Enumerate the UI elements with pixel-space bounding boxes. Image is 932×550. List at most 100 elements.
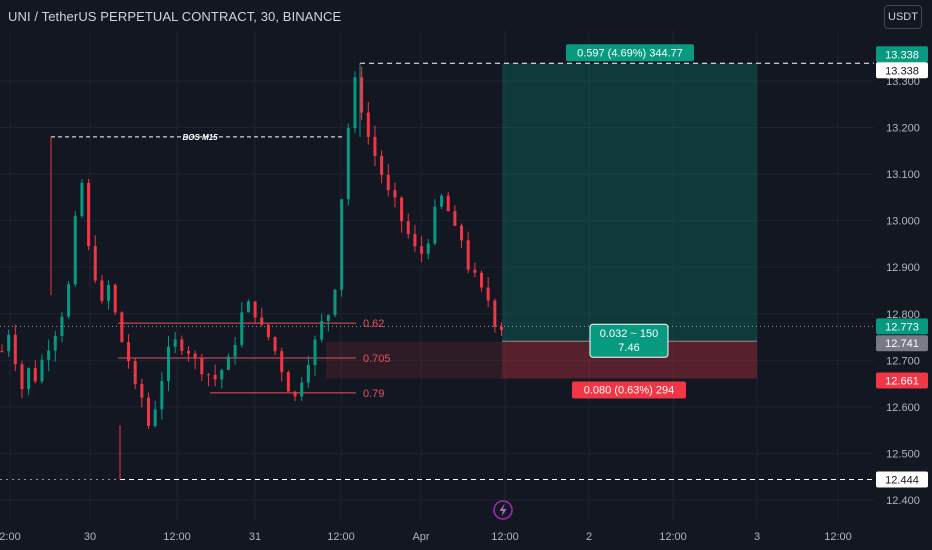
- candle-body: [500, 326, 503, 331]
- stop-badge-text: 0.080 (0.63%) 294: [584, 384, 675, 396]
- time-tick-label: 3: [754, 531, 760, 543]
- stop-badge: [572, 381, 686, 399]
- candle-body: [67, 284, 71, 317]
- price-tick-label: 13.200: [886, 123, 920, 135]
- currency-button[interactable]: USDT: [884, 5, 922, 29]
- candle-body: [333, 289, 337, 316]
- candle-body: [493, 300, 497, 327]
- candle-body: [133, 361, 137, 385]
- entry-price-badge-text: 12.741: [885, 338, 919, 350]
- candle-body: [473, 269, 477, 273]
- candle-body: [87, 182, 91, 247]
- candle-body: [480, 272, 484, 288]
- stop-price-badge-text: 12.661: [885, 375, 919, 387]
- price-tick-label: 12.700: [886, 355, 920, 367]
- time-tick-label: 12:00: [824, 531, 852, 543]
- time-axis-panel: [0, 520, 932, 550]
- candle-body: [213, 374, 217, 380]
- candle-body: [360, 77, 364, 113]
- candle-body: [226, 356, 230, 370]
- current-price-badge-text: 12.773: [885, 321, 919, 333]
- lightning-icon-ring: [493, 500, 513, 520]
- target-badge: [566, 44, 694, 62]
- candle-body: [466, 240, 470, 270]
- candle-body: [127, 342, 131, 362]
- price-axis-panel: [874, 30, 932, 520]
- candle-body: [426, 243, 430, 254]
- swing-high-price-badge: [876, 62, 928, 79]
- time-axis: 2:00 30 12:00 31 12:00 Apr 12:00 2 12:00 3 12:00: [0, 531, 852, 543]
- time-tick-label: 12:00: [491, 531, 519, 543]
- replay-lightning-icon[interactable]: [493, 500, 513, 520]
- candle-body: [73, 216, 77, 285]
- candle-body: [107, 284, 111, 301]
- price-tick-label: 13.000: [886, 216, 920, 228]
- grid-lines: [0, 30, 874, 520]
- candle-body: [0, 351, 4, 353]
- candle-body: [446, 195, 450, 212]
- candle-body: [346, 128, 350, 200]
- entry-price-badge: [876, 335, 928, 352]
- lightning-icon-bolt: [499, 503, 507, 517]
- target-badge-text: 0.597 (4.69%) 344.77: [577, 47, 683, 59]
- time-tick-label: 2: [586, 531, 592, 543]
- candle-body: [100, 280, 104, 301]
- fib-label: 0.62: [363, 318, 384, 330]
- candle-body: [393, 190, 397, 198]
- candle-body: [313, 339, 317, 365]
- swing-low-price-badge-text: 12.444: [885, 475, 919, 487]
- candle-body: [200, 358, 204, 375]
- price-axis: 12.400 12.500 12.600 12.700 12.800 12.900 13.0…: [886, 76, 920, 507]
- candle-body: [380, 155, 384, 175]
- pnl-line-2: 7.46: [618, 342, 639, 354]
- pnl-badge: [589, 323, 669, 358]
- candle-body: [206, 374, 210, 376]
- candle-body: [80, 182, 84, 217]
- time-tick-label: 12:00: [327, 531, 355, 543]
- candle-body: [486, 287, 490, 301]
- candle-body: [180, 339, 184, 351]
- candle-body: [266, 324, 270, 338]
- price-tick-label: 12.400: [886, 495, 920, 507]
- current-price-badge: [876, 318, 928, 335]
- candle-body: [193, 353, 197, 359]
- candles: [0, 63, 503, 480]
- candle-body: [280, 351, 284, 373]
- candle-body: [246, 301, 250, 313]
- target-price-badge-text: 13.338: [885, 49, 919, 61]
- time-tick-label: 30: [84, 531, 96, 543]
- candle-body: [40, 359, 44, 382]
- candle-body: [353, 77, 357, 129]
- price-tick-label: 12.800: [886, 309, 920, 321]
- candle-body: [186, 350, 190, 354]
- candle-body: [326, 315, 330, 322]
- candle-body: [306, 364, 310, 383]
- candle-body: [273, 337, 277, 352]
- candle-body: [120, 312, 124, 343]
- candle-body: [167, 346, 170, 382]
- candle-body: [33, 368, 37, 382]
- candle-body: [433, 206, 437, 244]
- candle-body: [366, 112, 370, 137]
- target-price-badge: [876, 46, 928, 63]
- time-tick-label: Apr: [412, 531, 429, 543]
- price-tick-label: 13.300: [886, 76, 920, 88]
- price-tick-label: 12.500: [886, 448, 920, 460]
- fib-label: 0.705: [363, 353, 391, 365]
- profit-zone: [502, 63, 757, 342]
- fib-label: 0.79: [363, 388, 384, 400]
- candle-body: [286, 372, 290, 392]
- symbol-title: UNI / TetherUS PERPETUAL CONTRACT, 30, B…: [8, 9, 342, 24]
- stop-price-badge: [876, 372, 928, 389]
- candle-body: [27, 368, 31, 390]
- candle-body: [53, 335, 57, 351]
- candle-body: [386, 174, 390, 191]
- candle-body: [240, 312, 244, 345]
- candle-body: [453, 211, 457, 226]
- candle-body: [153, 409, 157, 426]
- time-tick-label: 31: [249, 531, 261, 543]
- candle-body: [93, 246, 97, 281]
- candle-body: [173, 339, 177, 347]
- time-tick-label: 12:00: [163, 531, 191, 543]
